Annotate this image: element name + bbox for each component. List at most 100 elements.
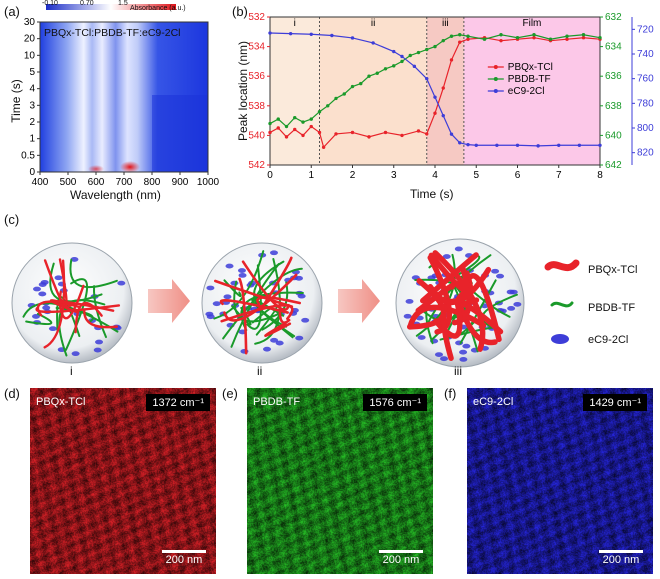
data-point [499,38,503,43]
data-point [334,132,338,136]
x-tick-label: 800 [144,177,161,188]
data-point [433,95,437,99]
x-tick-label: 1000 [197,177,220,188]
heatmap-chart: 400 500 600 700 800 900 1000 0 0.5 1 2 3 4 5 10 20 30 [21,4,220,188]
data-point [581,33,586,37]
data-point [367,135,371,139]
data-point [309,32,313,36]
x-tick-label: 400 [32,177,49,188]
x-tick-label: 4 [432,170,438,181]
data-point [532,33,536,37]
data-point [350,36,355,40]
scale-label: 200 nm [165,554,203,566]
data-point [557,143,561,147]
data-point [309,124,313,129]
y-right1-tick-label: 636 [605,71,622,82]
y-left-tick-label: 538 [248,101,265,112]
data-point [392,49,396,54]
scale-bar: 200 nm [599,550,643,566]
y-right2-tick-label: 820 [637,148,654,159]
data-point [268,130,272,135]
data-point [367,74,371,78]
y-right2-tick-label: 800 [637,123,654,134]
y-left-tick-label: 534 [248,42,265,53]
y-left-tick-label: 536 [248,71,265,82]
data-point [276,117,280,121]
data-point [293,115,297,120]
data-point [474,143,478,147]
morphology-schematic [11,238,580,368]
data-point [458,141,462,145]
x-tick-label: 2 [350,170,356,181]
data-point [449,58,454,62]
stage-label: iii [442,18,449,29]
raman-map-pbdb: PBDB-TF 1576 cm⁻¹ 200 nm [247,388,433,574]
map-label: eC9-2Cl [473,396,514,408]
colorbar [46,4,176,10]
stage-label: Film [522,18,541,29]
data-point [301,133,305,138]
arrow-ii-iii [338,279,380,323]
x-tick-label: 1 [308,170,314,181]
x-tick-label: 600 [88,177,105,188]
heatmap-title: PBQx-TCl:PBDB-TF:eC9-2Cl [44,27,181,39]
legend-pbqx-label: PBQx-TCl [588,264,638,276]
data-point [441,38,445,43]
data-point [449,34,454,38]
y-tick-label: 5 [29,67,35,78]
stage-region [270,17,320,165]
y-left-tick-label: 532 [248,12,265,23]
x-tick-label: 900 [172,177,189,188]
scale-label: 200 nm [382,554,420,566]
data-point [400,54,404,59]
data-point [412,64,417,69]
stage-label-ii: ii [257,364,263,378]
data-point [536,144,540,148]
colorbar-label: Absorbance (a.u.) [130,5,186,12]
stage-region [319,17,427,165]
x-tick-label: 7 [556,170,562,181]
x-tick-label: 0 [267,170,273,181]
y-right1-tick-label: 632 [605,12,622,23]
stage-label-iii: iii [454,364,462,378]
x-tick-label: 6 [515,170,521,181]
y-tick-label: 0.5 [21,150,35,161]
data-point [425,76,429,81]
data-point [441,86,445,90]
data-point [515,143,520,147]
data-point [425,47,429,52]
y-tick-label: 10 [24,50,36,61]
heatmap-ylabel: Time (s) [9,79,23,123]
data-point [342,92,346,96]
legend-label: PBDB-TF [508,74,551,85]
data-point [288,31,293,36]
panel-label-b: (b) [232,4,248,19]
legend-ec9-label: eC9-2Cl [588,334,629,346]
map-wavenumber: 1372 cm⁻¹ [146,394,210,411]
data-point [441,113,445,118]
legend-ec9-swatch [551,334,569,344]
data-point [330,33,334,38]
legend-pbdb-label: PBDB-TF [588,302,636,314]
data-point [284,135,289,139]
data-point [482,37,487,41]
panel-label-c: (c) [4,212,20,227]
raman-map-ec9: eC9-2Cl 1429 cm⁻¹ 200 nm [467,388,653,574]
schematic-stage-ii [201,242,323,364]
y-left-tick-label: 540 [248,130,265,141]
scale-bar: 200 nm [379,550,423,566]
data-point [317,110,322,114]
y-right2-tick-label: 780 [637,98,654,109]
map-wavenumber: 1429 cm⁻¹ [583,394,647,411]
data-point [565,37,569,41]
schematic-stage-iii [395,238,525,368]
scale-label: 200 nm [602,554,640,566]
y-tick-label: 2 [29,117,35,128]
data-point [326,104,330,108]
data-point [433,44,437,49]
panel-label-e: (e) [222,386,238,401]
data-point [317,130,322,135]
y-tick-label: 30 [24,17,36,28]
y-left-tick-label: 542 [248,160,265,171]
data-point [495,143,499,147]
